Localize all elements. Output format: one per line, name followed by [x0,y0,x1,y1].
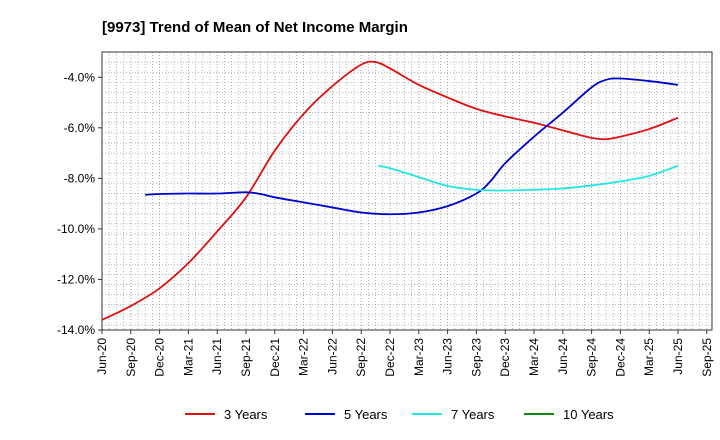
x-tick-label: Jun-24 [556,338,570,375]
series-layer [101,60,679,321]
y-tick-label: -14.0% [57,323,95,337]
x-tick-label: Sep-21 [239,338,253,377]
x-tick-label: Sep-24 [585,338,599,377]
chart-title: [9973] Trend of Mean of Net Income Margi… [102,19,408,36]
x-tick-label: Mar-21 [181,338,195,376]
x-tick-label: Dec-23 [498,338,512,377]
x-tick-label: Jun-22 [325,338,339,375]
x-tick-label: Jun-23 [441,338,455,375]
legend-label-3-years: 3 Years [224,407,268,422]
x-tick-label: Mar-23 [412,338,426,376]
x-tick-label: Sep-22 [354,338,368,377]
x-tick-label: Jun-21 [210,338,224,375]
x-tick-label: Sep-20 [124,338,138,377]
y-tick-label: -10.0% [57,222,95,236]
x-tick-label: Dec-21 [268,338,282,377]
y-tick-label: -12.0% [57,272,95,286]
x-tick-label: Dec-24 [613,338,627,377]
x-tick-label: Dec-22 [383,338,397,377]
plot-frame [101,51,713,331]
x-tick-label: Sep-23 [469,338,483,377]
series-line-7-years [378,164,679,192]
series-line-5-years [145,77,679,216]
legend-label-10-years: 10 Years [563,407,614,422]
x-tick-label: Jun-20 [95,338,109,375]
x-tick-label: Sep-25 [700,338,714,377]
legend-label-7-years: 7 Years [451,407,495,422]
legend-label-5-years: 5 Years [344,407,388,422]
y-tick-label: -4.0% [64,70,96,84]
x-tick-label: Mar-22 [297,338,311,376]
legend: 3 Years 5 Years 7 Years 10 Years [185,407,614,422]
x-tick-label: Mar-24 [527,338,541,376]
x-tick-label: Mar-25 [642,338,656,376]
x-tick-label: Dec-20 [153,338,167,377]
y-tick-label: -8.0% [64,171,96,185]
series-line-3-years [101,60,679,321]
x-tick-label: Jun-25 [671,338,685,375]
grid [101,51,712,330]
y-axis: -4.0% -6.0% -8.0% -10.0% -12.0% -14.0% [57,70,102,337]
x-axis: Jun-20 Sep-20 Dec-20 Mar-21 Jun-21 Sep-21 Dec-… [95,330,714,377]
y-tick-label: -6.0% [64,121,96,135]
